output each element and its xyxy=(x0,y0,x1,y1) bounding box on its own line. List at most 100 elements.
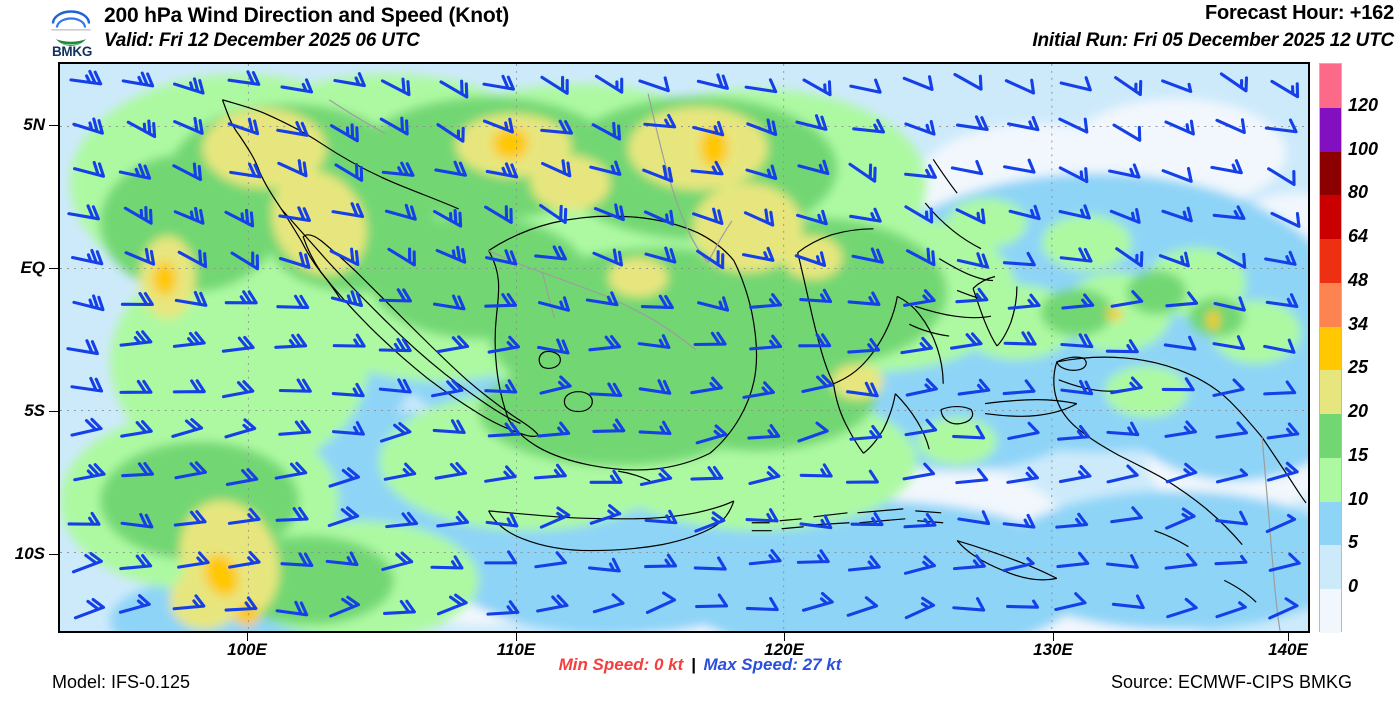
wind-barb xyxy=(329,123,359,143)
wind-barb xyxy=(847,338,881,354)
wind-barb xyxy=(849,78,882,94)
wind-barb xyxy=(1212,378,1245,398)
wind-barb xyxy=(801,591,834,612)
colorbar-band-near-white xyxy=(1320,589,1341,633)
wind-barb xyxy=(1007,421,1040,440)
wind-barb xyxy=(1058,166,1089,184)
wind-barb xyxy=(1112,123,1142,142)
wind-barb xyxy=(278,251,311,269)
wind-barb xyxy=(72,294,105,312)
wind-barb xyxy=(592,593,625,614)
wind-barb xyxy=(172,379,206,394)
wind-barb xyxy=(66,339,99,356)
wind-barb xyxy=(696,73,729,90)
wind-barb xyxy=(1115,247,1144,268)
wind-barb xyxy=(802,78,832,97)
wind-barb xyxy=(484,292,518,308)
colorbar-tick-5: 5 xyxy=(1348,532,1359,553)
wind-barb xyxy=(120,291,154,307)
wind-barb xyxy=(119,379,153,394)
wind-barb xyxy=(329,595,360,618)
min-max-speed-line: Min Speed: 0 kt | Max Speed: 27 kt xyxy=(0,655,1400,675)
wind-barb xyxy=(230,251,260,271)
wind-barb xyxy=(541,159,572,178)
colorbar-band-light-green xyxy=(1320,457,1341,502)
wind-barb xyxy=(1161,377,1195,392)
wind-barb xyxy=(118,594,151,614)
wind-barb xyxy=(694,511,726,533)
wind-barb xyxy=(484,465,517,483)
wind-barb xyxy=(637,334,671,349)
wind-barb xyxy=(537,338,570,355)
wind-barb xyxy=(849,207,882,223)
y-label-5s: 5S xyxy=(24,401,45,420)
wind-barb xyxy=(173,206,205,225)
wind-barb xyxy=(435,245,467,264)
wind-barb xyxy=(1165,507,1196,530)
wind-barb xyxy=(484,249,518,266)
wind-barb xyxy=(379,116,409,136)
wind-barb xyxy=(227,70,261,86)
wind-barb xyxy=(484,550,518,565)
wind-barb xyxy=(432,208,463,228)
wind-barb xyxy=(949,332,983,350)
wind-barb xyxy=(592,418,626,433)
graticule-layer xyxy=(60,64,1308,631)
wind-barb xyxy=(1002,251,1036,267)
wind-barb xyxy=(902,75,934,91)
wind-barb xyxy=(585,291,619,307)
wind-barb xyxy=(274,461,308,480)
wind-barb xyxy=(645,591,677,614)
wind-barb xyxy=(1214,554,1248,566)
wind-barb xyxy=(956,252,990,269)
wind-barb xyxy=(67,204,100,221)
wind-barb xyxy=(1003,158,1036,174)
wind-barb xyxy=(67,511,101,526)
wind-barb xyxy=(1263,338,1296,354)
wind-barb xyxy=(432,419,466,435)
wind-barb xyxy=(71,248,104,266)
colorbar-band-dark-red xyxy=(1320,151,1341,196)
wind-barb xyxy=(332,333,366,348)
wind-barb xyxy=(1110,506,1143,524)
wind-barb xyxy=(955,115,989,131)
wind-barb xyxy=(846,381,879,398)
wind-barb xyxy=(228,551,261,569)
wind-barb xyxy=(955,287,989,304)
colorbar-band-red xyxy=(1320,195,1341,240)
wind-barb xyxy=(331,421,365,436)
wind-barb xyxy=(430,379,464,398)
wind-barb xyxy=(276,294,310,310)
colorbar-band-red-orange xyxy=(1320,239,1341,283)
wind-barb xyxy=(591,121,622,141)
wind-barb xyxy=(746,118,778,137)
y-tick-10s xyxy=(49,554,58,555)
wind-barb xyxy=(539,203,568,224)
wind-barb xyxy=(796,209,828,226)
wind-barb xyxy=(1266,422,1300,440)
wind-barb xyxy=(950,159,984,176)
wind-barb xyxy=(123,205,153,225)
wind-barb xyxy=(378,288,412,303)
wind-barb xyxy=(120,420,153,438)
wind-barb xyxy=(436,335,470,354)
wind-barb xyxy=(278,206,311,223)
wind-barb xyxy=(848,162,877,183)
wind-barb xyxy=(430,555,464,570)
wind-barb xyxy=(795,114,828,131)
wind-speed-map[interactable]: Copyright Sub Bidang Prediksi Cuaca BMKG… xyxy=(58,62,1310,633)
wind-barb xyxy=(72,117,104,135)
wind-barb xyxy=(118,163,152,180)
wind-barb xyxy=(1111,594,1145,610)
wind-barb xyxy=(1060,333,1094,349)
wind-barb xyxy=(1270,79,1300,99)
wind-barb xyxy=(745,508,779,523)
wind-barb xyxy=(329,247,360,267)
wind-barb xyxy=(697,296,730,312)
wind-barb xyxy=(172,331,206,348)
wind-barb xyxy=(71,552,103,574)
wind-barb xyxy=(852,118,886,134)
wind-barb xyxy=(696,249,725,270)
colorbar-tick-25: 25 xyxy=(1348,357,1369,378)
wind-barb xyxy=(900,336,933,355)
